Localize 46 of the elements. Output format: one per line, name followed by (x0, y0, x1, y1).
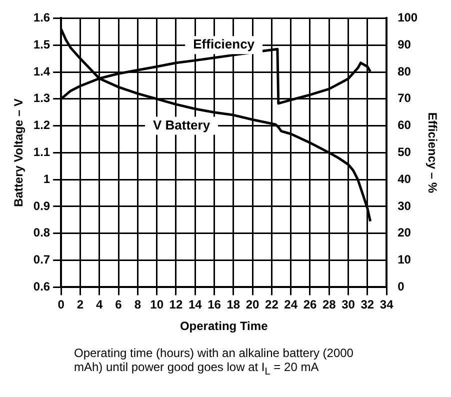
x-tick-label: 32 (360, 298, 374, 312)
y2-tick-label: 60 (398, 118, 412, 132)
y-tick-label: 0.7 (33, 252, 50, 267)
x-tick-label: 0 (58, 298, 65, 312)
series-label: V Battery (152, 117, 211, 132)
y2-tick-label: 30 (398, 198, 412, 213)
y2-axis-title: Efficiency – % (425, 112, 440, 194)
text: Operating time (hours) with an alkaline battery (2000 mAh) until power good goes low at I$_{L}$ = 20 mA (74, 346, 354, 378)
y2-tick-label: 10 (398, 252, 412, 267)
x-tick-label: 18 (226, 298, 240, 312)
x-tick-label: 22 (265, 298, 279, 312)
x-tick-label: 24 (284, 298, 298, 312)
y-tick-label: 1.1 (33, 145, 50, 160)
x-tick-label: 34 (380, 298, 394, 312)
x-tick-label: 30 (342, 298, 356, 312)
y2-tick-label: 0 (398, 280, 405, 294)
x-tick-label: 12 (169, 298, 183, 312)
series-label: Efficiency (193, 36, 256, 52)
y-tick-label: 1 (43, 172, 50, 186)
y-tick-label: 1.5 (33, 37, 50, 52)
y2-tick-label: 100 (398, 10, 418, 25)
y2-tick-label: 80 (398, 64, 412, 78)
x-tick-label: 8 (134, 298, 142, 312)
x-tick-label: 2 (76, 298, 84, 312)
y-tick-label: 0.8 (33, 226, 50, 240)
y-axis-title: Battery Voltage – V (12, 98, 26, 207)
y-tick-label: 1.4 (33, 64, 50, 78)
x-tick-label: 10 (150, 298, 164, 312)
x-tick-label: 4 (96, 298, 104, 312)
x-tick-label: 20 (246, 298, 260, 312)
y2-tick-label: 40 (398, 172, 412, 186)
y-tick-label: 1.6 (33, 10, 50, 25)
y2-tick-label: 50 (398, 145, 412, 160)
x-tick-label: 14 (188, 298, 202, 312)
x-tick-label: 16 (208, 298, 222, 312)
y-tick-label: 0.6 (33, 280, 50, 294)
x-tick-label: 28 (322, 298, 336, 312)
y2-tick-label: 90 (398, 37, 412, 52)
y2-tick-label: 70 (398, 91, 412, 106)
x-tick-label: 26 (303, 298, 317, 312)
y-tick-label: 1.3 (33, 91, 50, 106)
x-axis-title: Operating Time (180, 319, 268, 334)
x-tick-label: 6 (115, 298, 122, 312)
y-tick-label: 0.9 (33, 198, 50, 213)
y-tick-label: 1.2 (33, 118, 50, 132)
y2-tick-label: 20 (398, 226, 412, 240)
